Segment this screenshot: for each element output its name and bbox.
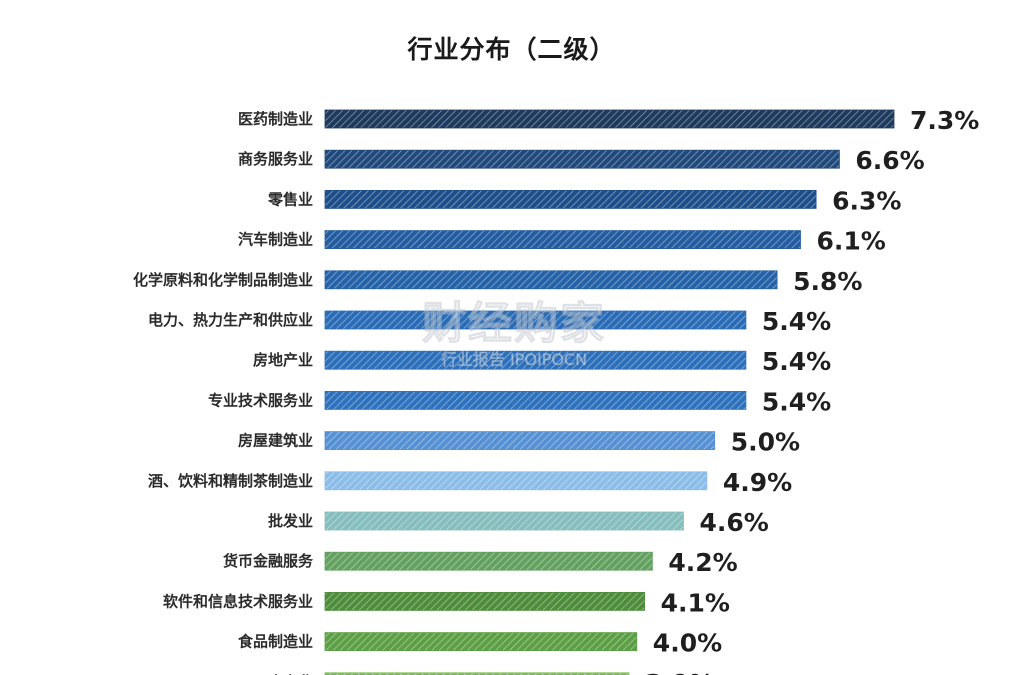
bar-5 [324,310,747,330]
category-label-6: 房地产业 [253,351,313,369]
bars-layer: 医药制造业 7.3% 商务服务业 6.6% 零售业 6.3% 汽车制造业 6.1% 化学原料和化… [133,106,979,675]
category-label-12: 软件和信息技术服务业 [163,592,313,610]
value-label-5: 5.4% [762,307,831,336]
bar-11 [324,551,653,571]
bar-6 [324,350,747,370]
value-label-11: 4.2% [668,548,737,577]
value-label-13: 4.0% [653,629,722,658]
bar-3 [324,230,801,250]
value-label-1: 6.6% [855,146,924,175]
bar-12 [324,592,646,611]
bar-4 [324,270,778,290]
category-label-5: 电力、热力生产和供应业 [148,311,313,329]
bar-7 [324,390,747,410]
value-label-4: 5.8% [793,267,862,296]
bar-10 [324,511,684,531]
bar-2 [324,189,817,209]
category-label-2: 零售业 [267,190,313,208]
category-label-11: 货币金融服务 [223,552,314,570]
bar-14 [324,672,630,675]
category-label-10: 批发业 [268,512,313,530]
value-label-7: 5.4% [762,387,831,416]
category-label-9: 酒、饮料和精制茶制造业 [148,472,313,490]
category-label-14: 农产业 [267,673,313,675]
value-label-9: 4.9% [723,468,792,497]
bar-9 [324,471,708,491]
bar-8 [324,431,716,451]
bar-1 [324,149,840,169]
category-label-1: 商务服务业 [238,150,313,168]
bar-0 [324,109,895,129]
category-label-4: 化学原料和化学制品制造业 [133,271,313,289]
value-label-14: 3.9% [645,669,714,675]
value-label-6: 5.4% [762,347,831,376]
category-label-3: 汽车制造业 [238,231,313,249]
category-label-0: 医药制造业 [238,110,313,128]
category-label-8: 房屋建筑业 [238,432,313,450]
value-label-10: 4.6% [700,508,769,537]
value-label-2: 6.3% [832,186,901,215]
value-label-3: 6.1% [817,227,886,256]
bar-13 [324,632,638,651]
value-label-0: 7.3% [910,106,979,135]
category-label-7: 专业技术服务业 [208,391,313,409]
value-label-8: 5.0% [731,428,800,457]
value-label-12: 4.1% [661,588,730,617]
category-label-13: 食品制造业 [238,633,313,651]
chart-title: 行业分布（二级） [407,35,616,64]
